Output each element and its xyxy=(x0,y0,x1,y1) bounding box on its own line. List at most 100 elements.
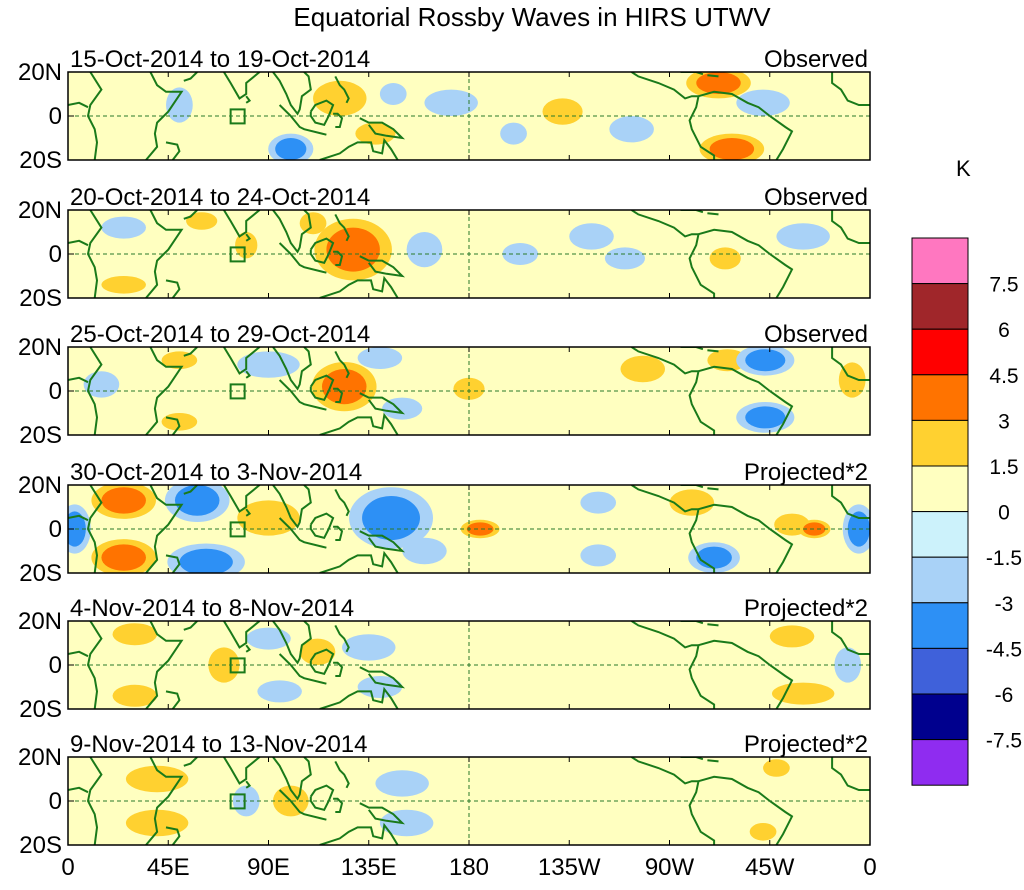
anomaly-feature xyxy=(502,243,539,265)
colorbar-swatch xyxy=(911,374,969,421)
anomaly-feature xyxy=(125,765,189,793)
colorbar-swatch xyxy=(911,419,969,467)
panel-3: 20N 0 20S 25-Oct-2014 to 29-Oct-2014 Observe… xyxy=(18,321,871,449)
coastline xyxy=(145,72,184,160)
coastline xyxy=(183,621,198,631)
panel-type-label: Projected*2 xyxy=(744,595,868,622)
coastline xyxy=(698,90,794,160)
coastline xyxy=(334,760,350,789)
coastline xyxy=(334,624,350,653)
coastline xyxy=(272,621,312,665)
panel-type-label: Observed xyxy=(764,184,868,211)
coastline xyxy=(688,233,716,298)
colorbar-swatch xyxy=(911,556,969,604)
coastline xyxy=(698,503,794,573)
coastline xyxy=(698,775,794,845)
coastline xyxy=(86,210,103,298)
coastline xyxy=(688,644,716,709)
anomaly-feature xyxy=(604,247,645,270)
x-tick-label: 45E xyxy=(147,854,190,881)
colorbar-label: 4.5 xyxy=(989,365,1018,388)
anomaly-feature xyxy=(745,349,786,372)
anomaly-feature xyxy=(402,537,447,565)
coastline xyxy=(245,780,252,789)
coastline xyxy=(680,485,704,489)
coastline xyxy=(359,802,406,825)
coastline xyxy=(272,485,312,529)
anomaly-feature xyxy=(174,485,220,516)
coastline xyxy=(86,757,103,845)
anomaly-feature xyxy=(101,276,146,294)
panel-field xyxy=(68,72,870,160)
colorbar: 7.5 6 4.5 3 1.5 0 -1.5 -3 -4.5 -6 -7.5 xyxy=(911,237,1022,786)
anomaly-feature xyxy=(424,89,478,117)
coastline xyxy=(631,347,699,375)
y-tick-label: 20S xyxy=(19,285,62,312)
colorbar-label: -6 xyxy=(995,684,1014,707)
anomaly-feature xyxy=(235,232,258,259)
coastline xyxy=(223,210,261,238)
panel-field xyxy=(68,757,870,845)
coastline xyxy=(334,488,350,517)
coastline xyxy=(278,789,327,821)
coastline xyxy=(68,786,89,794)
y-tick-label: 20S xyxy=(19,832,62,859)
y-tick-label: 20N xyxy=(18,59,62,86)
colorbar-swatch xyxy=(911,647,969,695)
x-tick-label: 0 xyxy=(863,854,876,881)
panel-6: 20N 0 20S 9-Nov-2014 to 13-Nov-2014 Projecte… xyxy=(18,731,871,859)
coastline xyxy=(688,508,716,573)
anomaly-feature xyxy=(379,83,407,105)
anomaly-feature xyxy=(246,627,291,650)
panel-type-label: Projected*2 xyxy=(744,459,868,486)
x-tick-label: 90W xyxy=(645,854,695,881)
coastline xyxy=(319,686,399,709)
coastline xyxy=(688,370,716,435)
coastline xyxy=(68,514,89,522)
y-tick-label: 20S xyxy=(19,147,62,174)
anomaly-feature xyxy=(453,377,485,400)
coastline xyxy=(631,485,699,513)
coastline xyxy=(165,690,181,709)
coastline xyxy=(223,72,261,100)
coastline xyxy=(319,822,399,845)
coastline xyxy=(278,242,327,274)
coastline xyxy=(68,101,89,109)
anomaly-feature xyxy=(709,247,741,270)
coastline xyxy=(272,210,312,254)
anomaly-feature xyxy=(237,351,300,378)
anomaly-feature xyxy=(161,351,198,370)
coastline xyxy=(680,72,704,76)
anomaly-feature xyxy=(357,347,403,369)
y-tick-label: 20N xyxy=(18,334,62,361)
anomaly-feature xyxy=(803,522,826,536)
y-tick-label: 20N xyxy=(18,608,62,635)
coastline xyxy=(245,95,252,104)
anomaly-feature xyxy=(736,89,790,117)
panel-date-range: 30-Oct-2014 to 3-Nov-2014 xyxy=(70,459,362,486)
colorbar-swatch xyxy=(911,739,969,786)
panel-1: 20N 0 20S 15-Oct-2014 to 19-Oct-2014 Observe… xyxy=(18,46,871,174)
coastline xyxy=(223,621,261,649)
anomaly-feature xyxy=(379,809,434,837)
anomaly-feature xyxy=(466,522,494,536)
panel-4: 20N 0 20S 30-Oct-2014 to 3-Nov-2014 Projecte… xyxy=(18,459,871,587)
anomaly-feature xyxy=(257,680,302,703)
colorbar-label: -4.5 xyxy=(986,638,1022,661)
colorbar-label: -1.5 xyxy=(986,547,1022,570)
panel-type-label: Observed xyxy=(764,321,868,348)
anomaly-feature xyxy=(580,544,617,567)
coastline xyxy=(707,212,719,216)
coastline xyxy=(145,347,184,435)
panel-field xyxy=(68,485,870,573)
anomaly-feature xyxy=(299,212,327,235)
anomaly-feature xyxy=(375,770,429,797)
coastline xyxy=(359,117,406,140)
anomaly-feature xyxy=(179,548,233,573)
coastline xyxy=(359,666,406,689)
x-tick-label: 135E xyxy=(341,854,397,881)
coastline xyxy=(831,757,870,791)
coastline xyxy=(145,485,184,573)
panel-5: 20N 0 20S 4-Nov-2014 to 8-Nov-2014 Projected… xyxy=(18,595,871,723)
coastline xyxy=(707,759,719,763)
